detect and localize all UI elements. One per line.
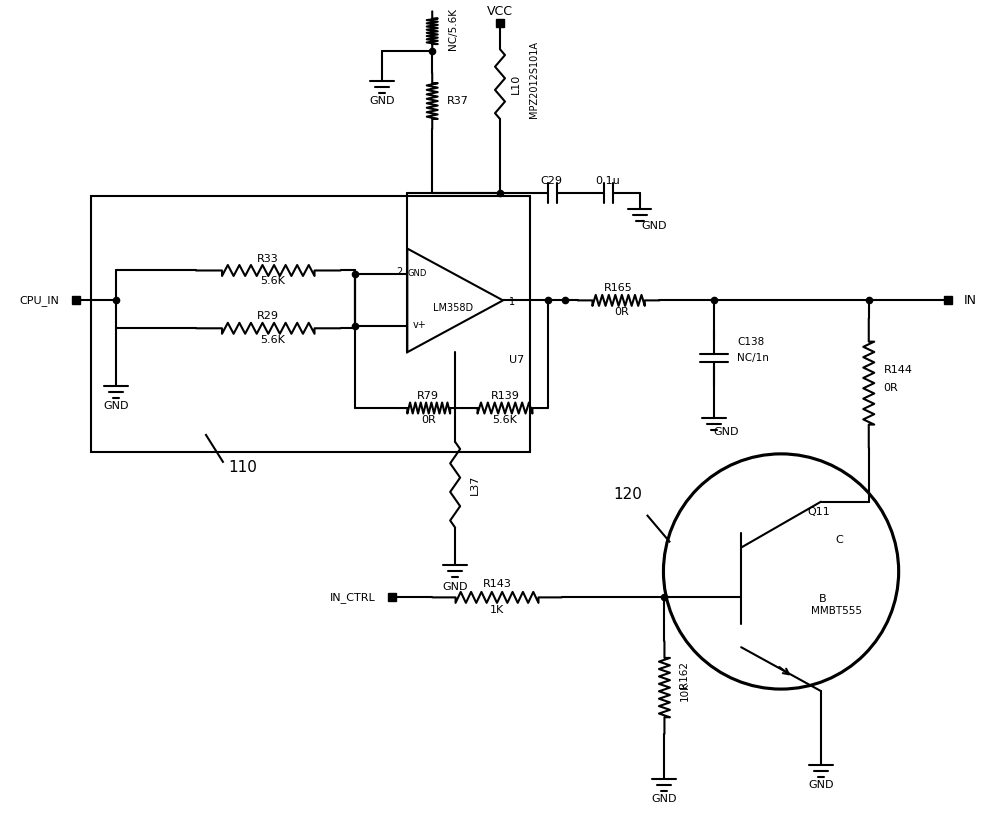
Text: 0.1u: 0.1u bbox=[595, 176, 620, 186]
Text: L37: L37 bbox=[470, 475, 480, 495]
Text: R29: R29 bbox=[257, 311, 279, 321]
Text: 0R: 0R bbox=[421, 415, 436, 425]
Text: C138: C138 bbox=[737, 337, 764, 347]
Text: R162: R162 bbox=[679, 661, 689, 687]
Text: B: B bbox=[819, 594, 827, 604]
Text: IN_CTRL: IN_CTRL bbox=[330, 592, 375, 603]
Text: R33: R33 bbox=[257, 253, 279, 264]
Text: NC/5.6K: NC/5.6K bbox=[448, 8, 458, 51]
Text: C29: C29 bbox=[541, 176, 563, 186]
Text: Q11: Q11 bbox=[807, 506, 830, 517]
Text: GND: GND bbox=[442, 583, 468, 593]
Text: C: C bbox=[835, 535, 843, 544]
Text: MMBT555: MMBT555 bbox=[811, 607, 862, 617]
Text: 120: 120 bbox=[613, 487, 642, 502]
Text: 0R: 0R bbox=[614, 307, 629, 317]
Text: GND: GND bbox=[642, 221, 667, 231]
Text: NC/1n: NC/1n bbox=[737, 354, 769, 364]
Text: GND: GND bbox=[808, 779, 834, 790]
Text: v+: v+ bbox=[412, 320, 426, 330]
Text: 5.6K: 5.6K bbox=[260, 276, 285, 286]
Text: GND: GND bbox=[104, 401, 129, 411]
Text: R37: R37 bbox=[447, 96, 469, 106]
Text: CPU_IN: CPU_IN bbox=[20, 295, 59, 305]
Text: L10: L10 bbox=[511, 74, 521, 95]
Text: 1K: 1K bbox=[490, 605, 504, 615]
Text: R143: R143 bbox=[483, 579, 511, 589]
Text: R144: R144 bbox=[884, 365, 913, 375]
Text: 110: 110 bbox=[228, 461, 257, 476]
Text: LM358D: LM358D bbox=[433, 303, 473, 314]
Text: 5.6K: 5.6K bbox=[493, 415, 517, 425]
Text: R165: R165 bbox=[604, 283, 633, 294]
Bar bbox=[91, 196, 530, 452]
Text: 1: 1 bbox=[509, 297, 515, 307]
Text: GND: GND bbox=[408, 269, 427, 278]
Text: 2: 2 bbox=[396, 267, 402, 277]
Text: GND: GND bbox=[370, 96, 395, 106]
Text: IN: IN bbox=[963, 294, 976, 307]
Text: GND: GND bbox=[652, 793, 677, 803]
Text: 0R: 0R bbox=[884, 383, 898, 393]
Text: VCC: VCC bbox=[487, 5, 513, 18]
Text: GND: GND bbox=[713, 427, 739, 437]
Text: MPZ2012S101A: MPZ2012S101A bbox=[529, 41, 539, 118]
Text: R139: R139 bbox=[491, 391, 519, 401]
Text: 5.6K: 5.6K bbox=[260, 335, 285, 345]
Text: 10k: 10k bbox=[679, 681, 689, 701]
Text: U7: U7 bbox=[509, 355, 524, 365]
Text: R79: R79 bbox=[417, 391, 439, 401]
